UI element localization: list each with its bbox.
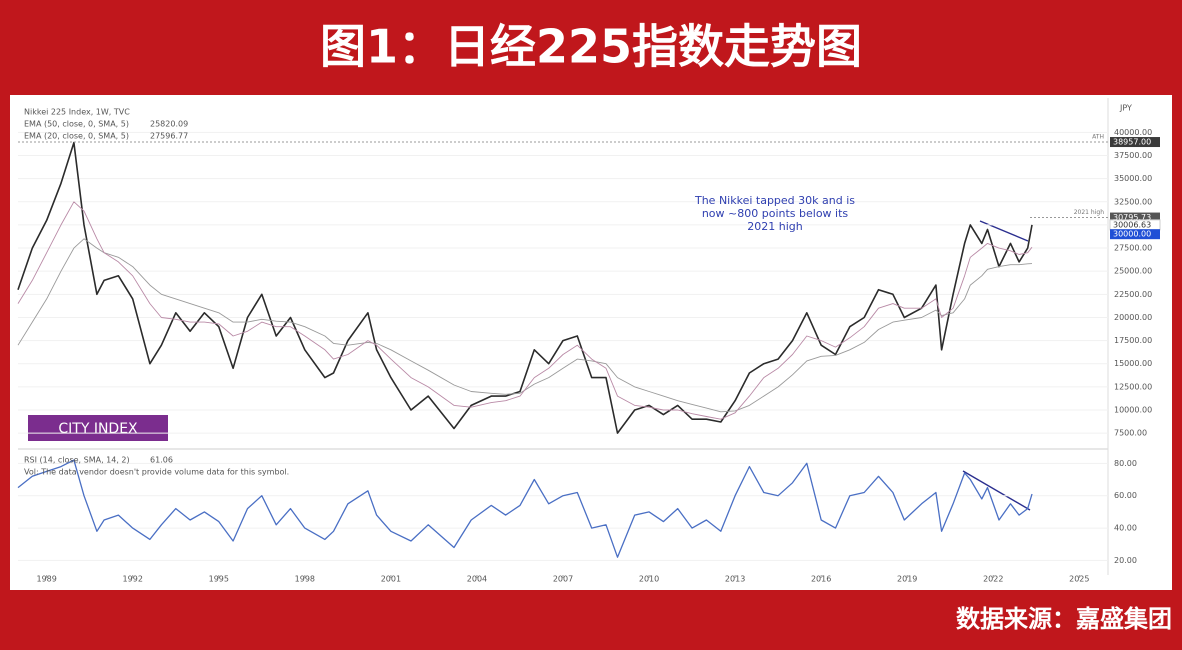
figure-title: 图1：日经225指数走势图 xyxy=(320,20,862,74)
y-tick-label: 37500.00 xyxy=(1114,151,1152,160)
y-tick-label: 32500.00 xyxy=(1114,197,1152,206)
series-line xyxy=(17,141,1033,434)
series-line xyxy=(17,201,1033,420)
y-tick-label: 10000.00 xyxy=(1114,405,1152,414)
annotation: The Nikkei tapped 30k and is xyxy=(694,194,855,207)
price-tag xyxy=(1110,212,1160,223)
y-tick-label: 40000.00 xyxy=(1114,128,1152,137)
y-tick-label: 7500.00 xyxy=(1114,429,1147,438)
legend-value: 27596.77 xyxy=(150,132,188,141)
series-line xyxy=(17,459,1033,558)
y-tick-label: 25000.00 xyxy=(1114,267,1152,276)
x-tick-label: 1989 xyxy=(37,575,57,584)
y-tick-label: 27500.00 xyxy=(1114,244,1152,253)
logo-box xyxy=(28,415,168,441)
y-tick-label: 40.00 xyxy=(1114,524,1137,533)
legend-label: RSI (14, close, SMA, 14, 2) xyxy=(24,456,130,465)
y-tick-label: 20000.00 xyxy=(1114,313,1152,322)
legend-label: EMA (20, close, 0, SMA, 5) xyxy=(24,132,129,141)
price-tag-label: 30006.63 xyxy=(1113,220,1151,229)
x-tick-label: 2010 xyxy=(639,575,659,584)
x-tick-label: 2022 xyxy=(983,575,1003,584)
y-tick-label: 22500.00 xyxy=(1114,290,1152,299)
x-tick-label: 2013 xyxy=(725,575,745,584)
price-tag-label: 30795.73 xyxy=(1113,213,1151,222)
x-tick-label: 2019 xyxy=(897,575,917,584)
chart-panel xyxy=(10,95,1172,590)
legend-label: EMA (50, close, 0, SMA, 5) xyxy=(24,120,129,129)
annotation: 2021 high xyxy=(747,220,803,233)
y-tick-label: 35000.00 xyxy=(1114,174,1152,183)
y-tick-label: 17500.00 xyxy=(1114,336,1152,345)
legend-value: 25820.09 xyxy=(150,120,188,129)
x-tick-label: 1992 xyxy=(123,575,143,584)
x-tick-label: 2004 xyxy=(467,575,487,584)
price-tag-label: 38957.00 xyxy=(1113,138,1151,147)
x-tick-label: 2016 xyxy=(811,575,831,584)
y-tick-label: 80.00 xyxy=(1114,459,1137,468)
rsi-trend-line xyxy=(962,470,1031,511)
x-tick-label: 2007 xyxy=(553,575,573,584)
level-label: ATH xyxy=(1092,134,1104,141)
unit-label: JPY xyxy=(1119,104,1132,113)
source: 数据来源：嘉盛集团 xyxy=(956,605,1172,633)
level-label: 2021 high xyxy=(1074,209,1104,216)
series-line xyxy=(17,238,1033,413)
chart-title: Nikkei 225 Index, 1W, TVC xyxy=(24,108,130,117)
x-tick-label: 1998 xyxy=(295,575,315,584)
y-tick-label: 15000.00 xyxy=(1114,359,1152,368)
price-tag xyxy=(1110,229,1160,240)
trend-line xyxy=(979,220,1029,242)
y-tick-label: 20.00 xyxy=(1114,556,1137,565)
price-tag xyxy=(1110,137,1160,148)
logo: CITY INDEX xyxy=(58,421,138,437)
annotation: now ~800 points below its xyxy=(702,207,849,220)
x-tick-label: 2001 xyxy=(381,575,401,584)
x-tick-label: 2025 xyxy=(1069,575,1089,584)
legend-value: 61.06 xyxy=(150,456,173,465)
pane-note: Vol: The data vendor doesn't provide vol… xyxy=(24,468,289,477)
y-tick-label: 12500.00 xyxy=(1114,382,1152,391)
x-tick-label: 1995 xyxy=(209,575,229,584)
y-tick-label: 60.00 xyxy=(1114,491,1137,500)
price-tag-label: 30000.00 xyxy=(1113,230,1151,239)
